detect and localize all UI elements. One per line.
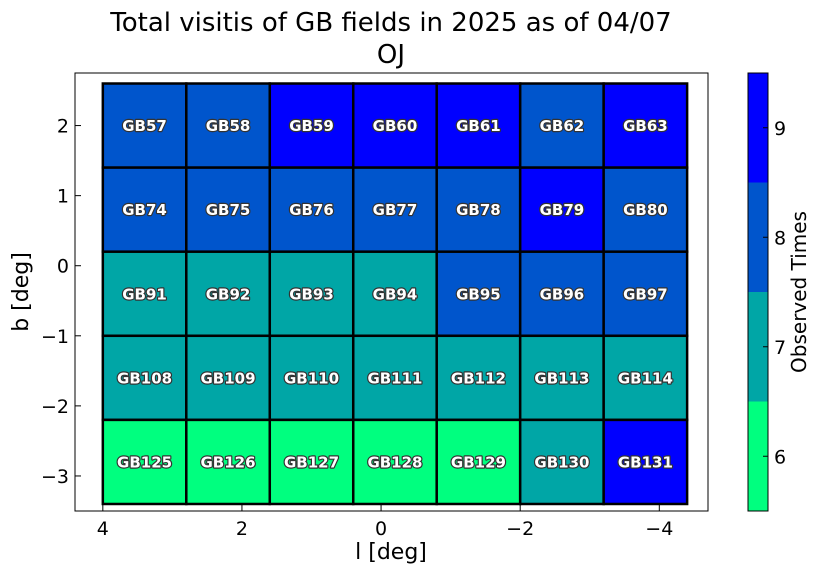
field-label: GB109 bbox=[201, 369, 256, 387]
field-label: GB78 bbox=[456, 201, 501, 219]
x-tick-label: −4 bbox=[645, 518, 673, 540]
colorbar-label: Observed Times bbox=[787, 211, 811, 373]
field-cell bbox=[602, 418, 689, 506]
colorbar-tick-label: 9 bbox=[774, 118, 786, 140]
field-label: GB77 bbox=[373, 201, 418, 219]
y-tick-label: −1 bbox=[41, 326, 69, 348]
chart-title: Total visitis of GB fields in 2025 as of… bbox=[109, 8, 671, 38]
field-cell bbox=[268, 166, 355, 253]
field-cell bbox=[101, 166, 188, 253]
field-label: GB59 bbox=[289, 117, 334, 135]
colorbar-tick-label: 6 bbox=[774, 446, 786, 468]
field-label: GB92 bbox=[206, 285, 251, 303]
y-tick-label: 2 bbox=[57, 116, 69, 138]
plot-frame bbox=[74, 72, 709, 512]
field-label: GB126 bbox=[201, 453, 256, 471]
field-label: GB129 bbox=[451, 453, 506, 471]
chart-subtitle: OJ bbox=[377, 40, 405, 70]
field-cell bbox=[602, 166, 689, 253]
field-label: GB127 bbox=[284, 453, 339, 471]
field-label: GB62 bbox=[540, 117, 585, 135]
field-label: GB125 bbox=[117, 453, 172, 471]
field-label: GB61 bbox=[456, 117, 501, 135]
y-axis-label: b [deg] bbox=[9, 252, 34, 332]
x-tick-label: 2 bbox=[236, 518, 248, 540]
x-axis: 4 2 0 −2 −4 bbox=[97, 505, 673, 540]
field-cell bbox=[435, 166, 522, 253]
field-label: GB79 bbox=[540, 201, 585, 219]
field-label: GB63 bbox=[623, 117, 668, 135]
field-cell bbox=[185, 82, 272, 169]
field-cell bbox=[602, 250, 689, 338]
field-cell bbox=[518, 82, 605, 169]
field-label: GB113 bbox=[534, 369, 589, 387]
field-cell bbox=[101, 82, 188, 169]
x-tick-label: 0 bbox=[375, 518, 387, 540]
colorbar-segment bbox=[748, 292, 768, 402]
field-label: GB58 bbox=[206, 117, 251, 135]
y-axis: 2 1 0 −1 −2 −3 bbox=[41, 116, 81, 488]
field-cell bbox=[518, 334, 605, 422]
field-cell bbox=[518, 418, 605, 506]
field-label: GB74 bbox=[122, 201, 167, 219]
field-cell bbox=[101, 334, 188, 422]
heatmap-cells: GB57 GB58 GB59 GB60 GB61 GB62 GB63 GB74 GB75 GB76… bbox=[101, 82, 689, 506]
field-label: GB111 bbox=[367, 369, 422, 387]
field-cell bbox=[185, 250, 272, 338]
field-label: GB75 bbox=[206, 201, 251, 219]
x-tick-label: −2 bbox=[506, 518, 534, 540]
field-label: GB91 bbox=[122, 285, 167, 303]
field-label: GB128 bbox=[367, 453, 422, 471]
field-label: GB80 bbox=[623, 201, 668, 219]
field-label: GB131 bbox=[618, 453, 673, 471]
field-label: GB95 bbox=[456, 285, 501, 303]
field-cell bbox=[518, 250, 605, 338]
field-cell bbox=[268, 418, 355, 506]
field-label: GB112 bbox=[451, 369, 506, 387]
y-tick-label: −2 bbox=[41, 396, 69, 418]
colorbar-frame bbox=[747, 72, 769, 512]
field-cell bbox=[101, 418, 188, 506]
field-label: GB97 bbox=[623, 285, 668, 303]
colorbar-segment bbox=[748, 182, 768, 292]
field-label: GB57 bbox=[122, 117, 167, 135]
colorbar-segment bbox=[748, 401, 768, 511]
field-label: GB96 bbox=[540, 285, 585, 303]
field-label: GB110 bbox=[284, 369, 339, 387]
field-cell bbox=[268, 250, 355, 338]
x-axis-label: l [deg] bbox=[355, 540, 427, 565]
colorbar-tick-label: 8 bbox=[774, 227, 786, 249]
field-label: GB130 bbox=[534, 453, 589, 471]
field-label: GB94 bbox=[373, 285, 418, 303]
y-tick-label: 0 bbox=[57, 256, 69, 278]
field-cell bbox=[435, 250, 522, 338]
field-label: GB93 bbox=[289, 285, 334, 303]
field-label: GB108 bbox=[117, 369, 172, 387]
field-label: GB76 bbox=[289, 201, 334, 219]
x-tick-label: 4 bbox=[97, 518, 109, 540]
colorbar: 6 7 8 9 bbox=[747, 72, 786, 512]
colorbar-tick-label: 7 bbox=[774, 337, 786, 359]
colorbar-segment bbox=[748, 73, 768, 183]
field-label: GB60 bbox=[373, 117, 418, 135]
field-label: GB114 bbox=[618, 369, 673, 387]
field-cell bbox=[185, 334, 272, 422]
y-tick-label: 1 bbox=[57, 186, 69, 208]
y-tick-label: −3 bbox=[41, 466, 69, 488]
